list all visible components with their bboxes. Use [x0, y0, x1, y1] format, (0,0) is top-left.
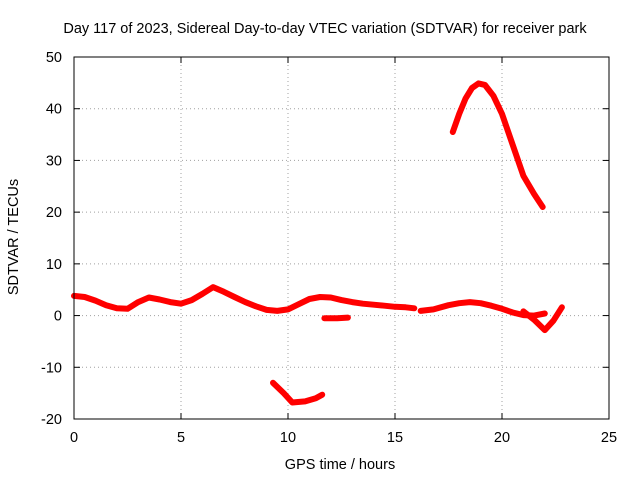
y-axis-label: SDTVAR / TECUs [6, 179, 22, 295]
y-tick-label: -10 [41, 360, 62, 376]
y-tick-label: 40 [46, 102, 62, 118]
x-tick-label: 20 [494, 430, 510, 446]
y-tick-label: 50 [46, 50, 62, 66]
series-group [71, 80, 565, 406]
y-tick-label: 30 [46, 153, 62, 169]
series-low-segment [270, 379, 326, 406]
y-tick-label: -20 [41, 412, 62, 428]
series-main [71, 284, 418, 314]
x-tick-label: 5 [177, 430, 185, 446]
grid [74, 57, 609, 419]
chart-title: Day 117 of 2023, Sidereal Day-to-day VTE… [63, 21, 587, 37]
x-tick-label: 15 [387, 430, 403, 446]
series-dip [520, 304, 565, 334]
x-tick-label: 10 [280, 430, 296, 446]
x-tick-label: 0 [70, 430, 78, 446]
series-short-segment [321, 314, 351, 322]
plot-frame [73, 56, 610, 420]
y-tick-label: 20 [46, 205, 62, 221]
x-tick-label: 25 [601, 430, 617, 446]
y-tick-label: 10 [46, 257, 62, 273]
y-tick-label: 0 [54, 309, 62, 325]
series-arc [449, 80, 546, 210]
x-axis-label: GPS time / hours [285, 457, 395, 473]
ticks: 0 5 10 15 20 25 -20 -10 0 10 20 30 40 50 [41, 50, 617, 446]
